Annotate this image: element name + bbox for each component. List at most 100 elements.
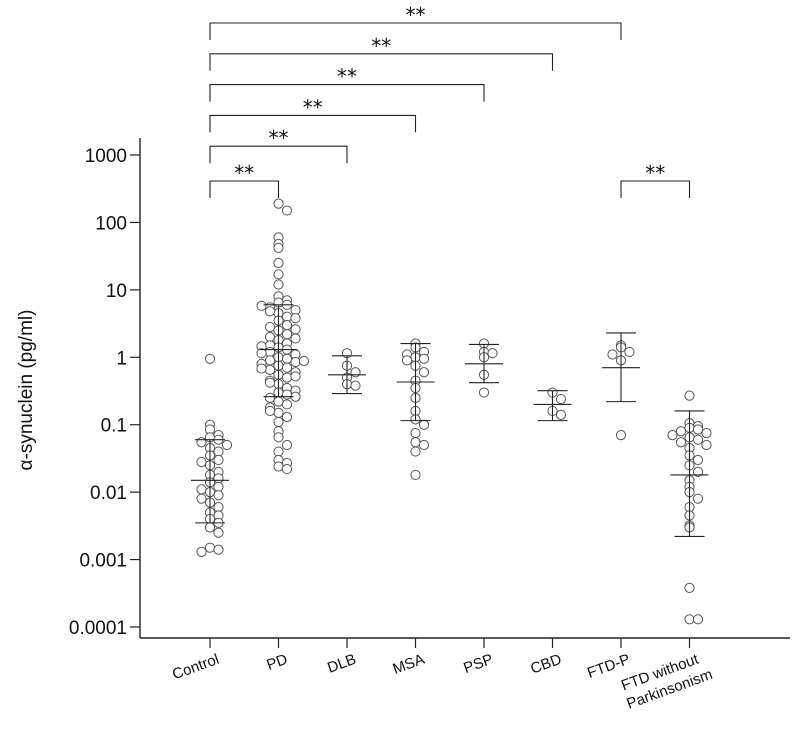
data-point xyxy=(667,430,678,441)
significance-bracket xyxy=(620,180,691,198)
data-point xyxy=(204,542,216,553)
data-point xyxy=(196,484,207,495)
data-point xyxy=(478,387,490,398)
significance-label: ** xyxy=(337,65,357,89)
data-point xyxy=(213,473,224,484)
data-point xyxy=(684,582,695,594)
data-point xyxy=(418,419,430,430)
data-point xyxy=(418,353,430,364)
x-tick-label-line: PSP xyxy=(461,651,495,677)
data-point xyxy=(256,300,267,311)
data-point xyxy=(264,364,276,376)
x-tick-label: MSA xyxy=(390,651,426,678)
data-point xyxy=(213,446,224,457)
group-control xyxy=(191,353,233,557)
data-point xyxy=(264,355,276,366)
data-point xyxy=(256,363,267,374)
data-point xyxy=(273,432,284,443)
significance-label: ** xyxy=(645,161,665,185)
data-point xyxy=(213,502,224,513)
data-point xyxy=(290,333,301,344)
data-point xyxy=(418,439,430,451)
data-point xyxy=(196,546,207,557)
significance-label: ** xyxy=(406,3,426,27)
data-point xyxy=(273,407,284,418)
data-point xyxy=(684,390,695,401)
y-tick-label: 0.1 xyxy=(101,416,127,437)
group-ftd-p xyxy=(602,332,640,441)
data-point xyxy=(684,614,695,625)
data-point xyxy=(675,437,687,448)
data-point xyxy=(701,428,712,439)
data-point xyxy=(213,527,224,538)
significance-bracket xyxy=(209,84,485,102)
data-point xyxy=(281,372,293,383)
x-tick-label-line: DLB xyxy=(325,651,358,677)
x-tick-label: DLB xyxy=(325,651,358,677)
data-point xyxy=(555,393,567,405)
data-point xyxy=(281,311,293,322)
data-point xyxy=(273,279,284,290)
data-point xyxy=(290,313,301,324)
data-point xyxy=(692,493,704,504)
data-point xyxy=(410,469,421,481)
x-tick-label: PD xyxy=(264,651,290,674)
data-point xyxy=(350,380,361,391)
x-tick-label-line: MSA xyxy=(390,651,426,678)
y-axis-label: α-synuclein (pg/ml) xyxy=(16,310,37,471)
data-point xyxy=(281,439,293,451)
data-point xyxy=(675,426,687,437)
data-point xyxy=(213,490,224,501)
data-point xyxy=(692,614,704,625)
data-point xyxy=(410,437,421,448)
significance-bracket xyxy=(209,22,622,40)
data-point xyxy=(410,428,421,439)
data-point xyxy=(221,439,233,451)
data-point xyxy=(281,389,293,400)
x-tick-label: CBD xyxy=(528,651,564,678)
data-point xyxy=(350,367,361,378)
data-point xyxy=(290,371,301,382)
data-point xyxy=(281,463,293,475)
data-point xyxy=(290,324,301,335)
significance-label: ** xyxy=(269,126,289,150)
x-tick-label: FTD withoutParkinsonism xyxy=(618,648,715,713)
x-tick-label: Control xyxy=(170,651,221,684)
data-point xyxy=(264,405,276,417)
significance-bracket xyxy=(209,180,280,198)
y-tick-label: 0.001 xyxy=(79,551,127,572)
data-point xyxy=(273,461,284,472)
significance-brackets: ** ** ** ** ** ** ** xyxy=(209,3,691,198)
data-point xyxy=(213,454,224,466)
data-point xyxy=(213,481,224,492)
y-tick-label: 0.01 xyxy=(90,483,127,504)
data-point xyxy=(410,446,421,457)
x-tick-label-line: Control xyxy=(170,651,221,684)
x-tick-label-line: CBD xyxy=(528,651,564,678)
significance-label: ** xyxy=(371,34,391,58)
data-point xyxy=(692,424,704,435)
data-point xyxy=(401,355,413,366)
data-point xyxy=(281,329,293,340)
y-ticks: 1000 100 10 1 0.1 0.01 0.001 0.0001 xyxy=(69,146,140,639)
data-point xyxy=(256,348,267,359)
data-point xyxy=(290,356,301,368)
data-point xyxy=(487,348,498,359)
data-point xyxy=(196,456,207,468)
group-cbd xyxy=(533,387,572,422)
x-tick-label: PSP xyxy=(461,651,495,677)
data-point xyxy=(196,493,207,504)
data-point xyxy=(273,198,284,209)
significance-bracket xyxy=(209,114,417,133)
data-point xyxy=(692,466,704,477)
data-point xyxy=(418,367,430,378)
data-point xyxy=(281,399,293,410)
data-groups xyxy=(191,198,712,625)
group-psp xyxy=(465,338,503,398)
significance-bracket xyxy=(209,53,554,71)
group-msa xyxy=(396,338,435,481)
group-dlb xyxy=(328,348,366,395)
data-point xyxy=(273,269,284,280)
data-point xyxy=(692,454,704,466)
